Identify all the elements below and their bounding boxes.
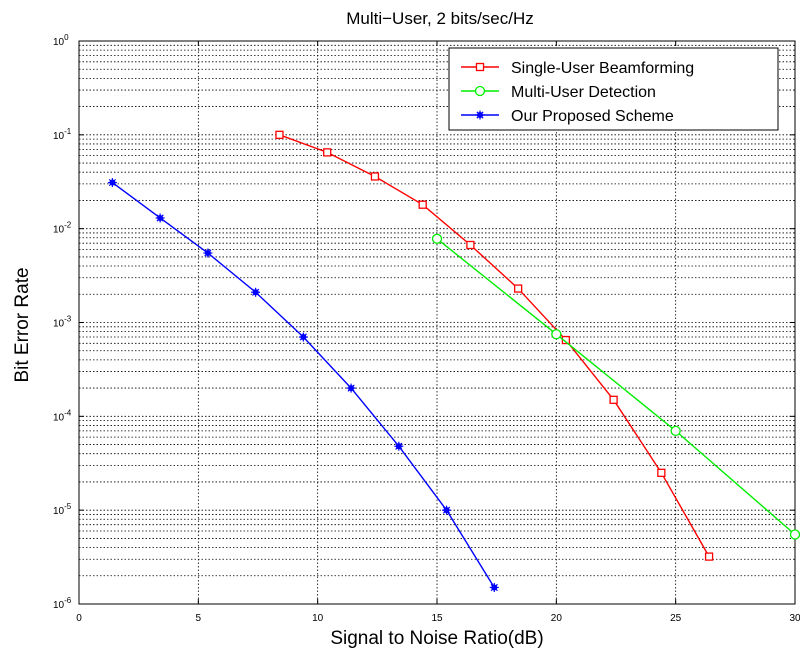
y-tick-label: 10-1 [53, 127, 72, 142]
series-line [436, 238, 796, 536]
square-marker [418, 200, 427, 209]
legend-label: Multi-User Detection [511, 84, 656, 101]
legend-label: Our Proposed Scheme [511, 108, 674, 125]
series-star [107, 178, 499, 592]
legend-label: Single-User Beamforming [511, 60, 694, 77]
x-axis-title: Signal to Noise Ratio(dB) [330, 628, 543, 649]
series-circle [431, 233, 800, 540]
x-tick-label: 30 [789, 613, 800, 624]
star-marker [394, 441, 404, 451]
circle-marker [551, 329, 562, 340]
square-marker [513, 284, 523, 293]
legend: Single-User Beamforming Multi-User Detect… [448, 47, 779, 131]
square-marker [609, 395, 618, 404]
star-marker [442, 505, 452, 515]
y-axis-title: Bit Error Rate [12, 267, 33, 382]
star-marker [489, 582, 499, 592]
star-marker [107, 178, 117, 188]
x-tick-label: 0 [76, 613, 82, 624]
y-tick-label: 10-2 [53, 221, 72, 236]
x-tick-label: 10 [312, 613, 324, 624]
star-marker [251, 287, 261, 297]
grid-lines [79, 41, 795, 604]
square-marker [323, 148, 332, 157]
circle-marker [670, 425, 681, 437]
axis-ticks: 0 5 10 15 20 25 30 100 10-1 10-2 10-3 10-4 10-5 10-6 [53, 33, 800, 624]
x-tick-label: 15 [431, 613, 443, 624]
star-marker [298, 332, 308, 342]
data-series [107, 130, 800, 592]
y-tick-label: 10-6 [53, 596, 72, 611]
chart-title: Multi−User, 2 bits/sec/Hz [346, 9, 534, 28]
square-marker [370, 172, 380, 181]
x-tick-label: 20 [551, 613, 563, 624]
circle-marker [474, 85, 486, 97]
legend-item: Single-User Beamforming [461, 60, 694, 77]
y-tick-label: 100 [53, 33, 69, 48]
circle-marker [789, 529, 800, 540]
legend-item: Our Proposed Scheme [461, 108, 674, 125]
legend-box [448, 47, 779, 131]
y-tick-label: 10-4 [53, 408, 72, 423]
legend-item: Multi-User Detection [461, 84, 656, 101]
star-marker [475, 110, 485, 120]
y-tick-label: 10-3 [53, 315, 72, 330]
x-tick-label: 5 [196, 613, 202, 624]
square-marker [475, 62, 485, 72]
square-marker [275, 130, 284, 139]
star-marker [155, 213, 165, 223]
square-marker [657, 468, 666, 477]
star-marker [346, 383, 356, 393]
square-marker [704, 552, 714, 561]
y-tick-label: 10-5 [53, 502, 72, 517]
square-marker [466, 240, 475, 250]
square-marker [561, 335, 571, 345]
x-tick-label: 25 [670, 613, 682, 624]
series-line [279, 134, 710, 557]
series-square [275, 130, 714, 561]
circle-marker [431, 233, 443, 244]
star-marker [203, 248, 213, 258]
